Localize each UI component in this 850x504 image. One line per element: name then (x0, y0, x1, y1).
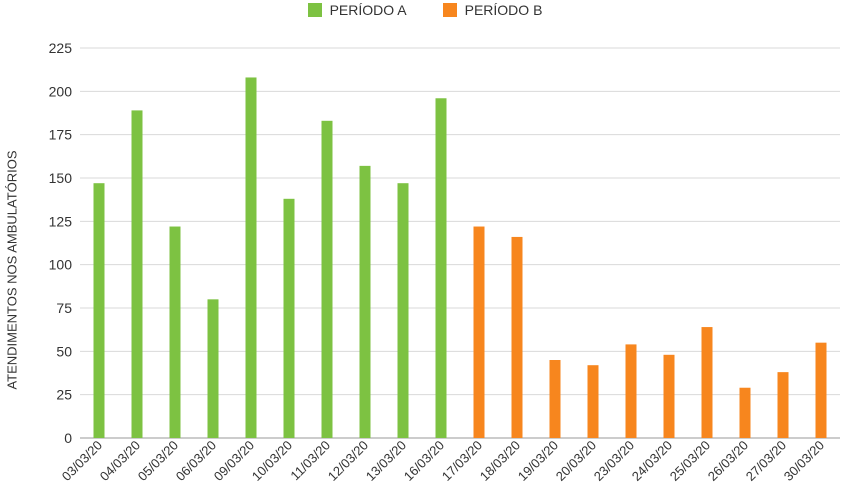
x-tick-label-24-03-20: 24/03/20 (629, 438, 675, 484)
y-tick-label-175: 175 (49, 127, 73, 143)
legend-swatch-periodo-b (442, 3, 457, 17)
x-tick-label-05-03-20: 05/03/20 (135, 438, 181, 484)
bar-periodo-b-18-03-20 (511, 236, 523, 438)
bar-periodo-a-10-03-20 (283, 198, 295, 438)
x-tick-label-23-03-20: 23/03/20 (591, 438, 637, 484)
bar-periodo-a-12-03-20 (359, 165, 371, 438)
bar-periodo-b-23-03-20 (625, 344, 637, 438)
x-tick-label-17-03-20: 17/03/20 (439, 438, 485, 484)
x-tick-label-16-03-20: 16/03/20 (401, 438, 447, 484)
x-tick-label-19-03-20: 19/03/20 (515, 438, 561, 484)
x-tick-label-25-03-20: 25/03/20 (667, 438, 713, 484)
bar-periodo-b-26-03-20 (739, 387, 751, 438)
x-tick-label-27-03-20: 27/03/20 (743, 438, 789, 484)
y-tick-label-25: 25 (56, 387, 72, 403)
bar-periodo-b-24-03-20 (663, 354, 675, 438)
legend: PERÍODO A PERÍODO B (0, 2, 850, 18)
x-tick-label-13-03-20: 13/03/20 (363, 438, 409, 484)
y-tick-label-100: 100 (49, 257, 73, 273)
x-tick-label-20-03-20: 20/03/20 (553, 438, 599, 484)
x-tick-label-12-03-20: 12/03/20 (325, 438, 371, 484)
y-tick-label-200: 200 (49, 83, 73, 99)
bar-periodo-a-16-03-20 (435, 98, 447, 439)
legend-item-periodo-a: PERÍODO A (307, 2, 407, 18)
bar-periodo-b-19-03-20 (549, 360, 561, 438)
legend-item-periodo-b: PERÍODO B (442, 2, 543, 18)
y-tick-label-50: 50 (56, 343, 72, 359)
bar-periodo-a-06-03-20 (207, 299, 219, 438)
y-tick-label-75: 75 (56, 300, 72, 316)
x-tick-label-09-03-20: 09/03/20 (211, 438, 257, 484)
x-tick-label-10-03-20: 10/03/20 (249, 438, 295, 484)
bar-periodo-b-20-03-20 (587, 365, 599, 438)
bar-periodo-a-09-03-20 (245, 77, 257, 438)
y-tick-label-0: 0 (64, 430, 72, 446)
x-tick-label-18-03-20: 18/03/20 (477, 438, 523, 484)
x-tick-label-11-03-20: 11/03/20 (287, 438, 333, 484)
x-tick-label-04-03-20: 04/03/20 (97, 438, 143, 484)
bar-periodo-a-11-03-20 (321, 120, 333, 439)
bar-periodo-a-13-03-20 (397, 183, 409, 438)
y-tick-label-150: 150 (49, 170, 73, 186)
bar-periodo-b-27-03-20 (777, 372, 789, 438)
x-tick-label-06-03-20: 06/03/20 (173, 438, 219, 484)
bar-periodo-b-25-03-20 (701, 327, 713, 438)
legend-swatch-periodo-a (307, 3, 322, 17)
x-tick-label-30-03-20: 30/03/20 (781, 438, 827, 484)
bar-periodo-a-05-03-20 (169, 226, 181, 438)
bar-periodo-a-03-03-20 (93, 183, 105, 438)
bar-periodo-b-17-03-20 (473, 226, 485, 438)
x-tick-label-26-03-20: 26/03/20 (705, 438, 751, 484)
y-tick-label-125: 125 (49, 213, 73, 229)
bar-periodo-b-30-03-20 (815, 342, 827, 438)
y-tick-label-225: 225 (49, 40, 73, 56)
bar-periodo-a-04-03-20 (131, 110, 143, 439)
legend-label-periodo-b: PERÍODO B (464, 2, 543, 18)
legend-label-periodo-a: PERÍODO A (329, 2, 407, 18)
